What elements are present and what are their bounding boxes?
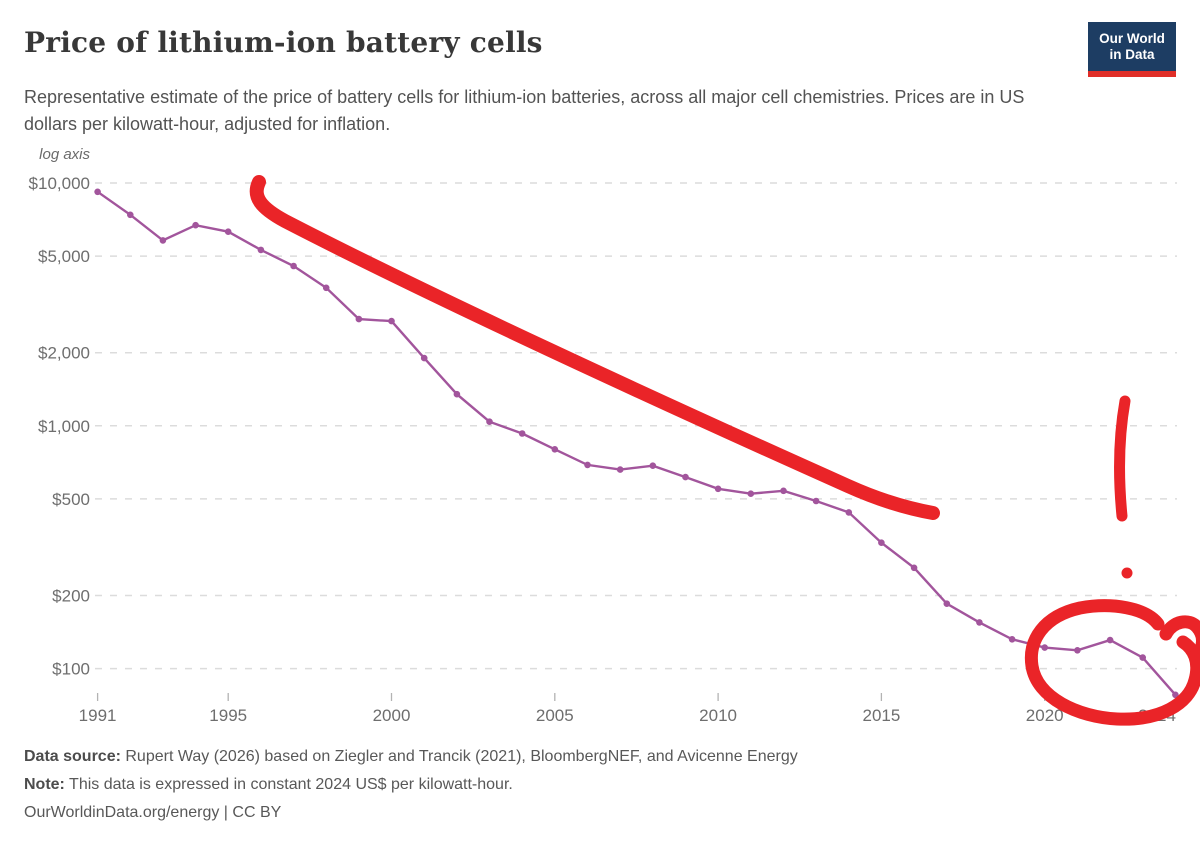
data-point-2000 bbox=[388, 317, 395, 325]
page-title: Price of lithium-ion battery cells bbox=[24, 26, 543, 59]
y-axis-tick-label: $2,000 bbox=[38, 344, 90, 363]
data-point-1994 bbox=[192, 221, 199, 229]
data-point-2005 bbox=[551, 446, 559, 453]
series-layer bbox=[94, 188, 1179, 699]
data-point-2007 bbox=[616, 466, 624, 473]
data-point-2023 bbox=[1139, 654, 1146, 661]
data-point-2011 bbox=[747, 490, 755, 498]
chart-footer: Data source: Rupert Way (2026) based on … bbox=[24, 743, 798, 827]
data-point-2021 bbox=[1074, 647, 1081, 654]
data-point-1999 bbox=[355, 315, 363, 323]
y-axis-tick-label: $1,000 bbox=[38, 417, 90, 436]
chart-subtitle: Representative estimate of the price of … bbox=[24, 87, 1025, 134]
data-point-2004 bbox=[518, 430, 526, 437]
grid-layer: $10,000 $5,000 $2,000 $1,000 $500 $200 $100 bbox=[29, 174, 1177, 679]
x-axis-tick-label: 2005 bbox=[536, 706, 574, 725]
owid-logo-line2: in Data bbox=[1109, 46, 1155, 62]
data-point-2015 bbox=[878, 539, 885, 546]
data-point-1997 bbox=[290, 262, 297, 270]
data-point-2006 bbox=[584, 461, 591, 469]
data-point-1998 bbox=[322, 284, 330, 292]
data-point-2013 bbox=[812, 497, 820, 505]
data-source-line: Data source: Rupert Way (2026) based on … bbox=[24, 743, 798, 771]
data-point-1991 bbox=[94, 188, 101, 196]
red-exclamation-bar-annotation bbox=[1114, 395, 1131, 522]
data-source-text: Rupert Way (2026) based on Ziegler and T… bbox=[125, 748, 798, 765]
license-link[interactable]: OurWorldinData.org/energy | CC BY bbox=[24, 804, 282, 821]
x-axis-tick-label: 2010 bbox=[699, 706, 737, 725]
data-point-2008 bbox=[649, 462, 657, 470]
price-line-series bbox=[96, 190, 1177, 696]
data-point-2019 bbox=[1008, 636, 1016, 643]
data-point-1996 bbox=[257, 246, 265, 254]
data-point-2018 bbox=[976, 619, 983, 626]
data-source-label: Data source: bbox=[24, 748, 121, 765]
note-text: This data is expressed in constant 2024 … bbox=[69, 776, 513, 793]
data-point-2012 bbox=[780, 487, 787, 495]
y-axis-tick-label: $500 bbox=[52, 490, 90, 509]
owid-logo: Our World in Data bbox=[1088, 22, 1176, 77]
data-point-2020 bbox=[1041, 644, 1048, 651]
data-point-2001 bbox=[420, 354, 428, 362]
data-point-1995 bbox=[224, 228, 232, 235]
y-axis-tick-label: $5,000 bbox=[38, 247, 90, 266]
log-axis-label: log axis bbox=[39, 146, 90, 163]
data-point-2016 bbox=[910, 564, 918, 572]
data-point-1992 bbox=[127, 211, 134, 219]
x-axis-layer: 1991 1995 2000 2005 2010 2015 2020 2024 bbox=[79, 693, 1177, 725]
x-axis-tick-label: 2020 bbox=[1026, 706, 1064, 725]
y-axis-tick-label: $10,000 bbox=[29, 174, 90, 193]
note-label: Note: bbox=[24, 776, 65, 793]
data-point-2009 bbox=[682, 473, 689, 481]
y-axis-tick-label: $100 bbox=[52, 660, 90, 679]
data-point-1993 bbox=[159, 237, 167, 244]
note-line: Note: This data is expressed in constant… bbox=[24, 771, 798, 799]
x-axis-tick-label: 2000 bbox=[373, 706, 411, 725]
red-circle-hook-annotation bbox=[1159, 615, 1200, 662]
owid-logo-line1: Our World bbox=[1099, 30, 1165, 46]
data-point-2022 bbox=[1106, 636, 1114, 644]
x-axis-tick-label: 2015 bbox=[862, 706, 900, 725]
data-point-2003 bbox=[486, 418, 493, 426]
data-point-2010 bbox=[714, 485, 722, 493]
data-point-2024 bbox=[1172, 691, 1179, 699]
x-axis-tick-label: 1995 bbox=[209, 706, 247, 725]
red-marker-annotations bbox=[249, 175, 1200, 726]
x-axis-tick-label: 1991 bbox=[79, 706, 117, 725]
red-exclamation-dot-annotation bbox=[1121, 567, 1133, 579]
data-point-2014 bbox=[845, 509, 853, 516]
red-diagonal-stroke-annotation bbox=[249, 175, 940, 520]
y-axis-tick-label: $200 bbox=[52, 587, 90, 606]
data-point-2002 bbox=[453, 390, 461, 398]
red-circle-annotation bbox=[1024, 599, 1200, 726]
data-point-2017 bbox=[943, 600, 951, 607]
